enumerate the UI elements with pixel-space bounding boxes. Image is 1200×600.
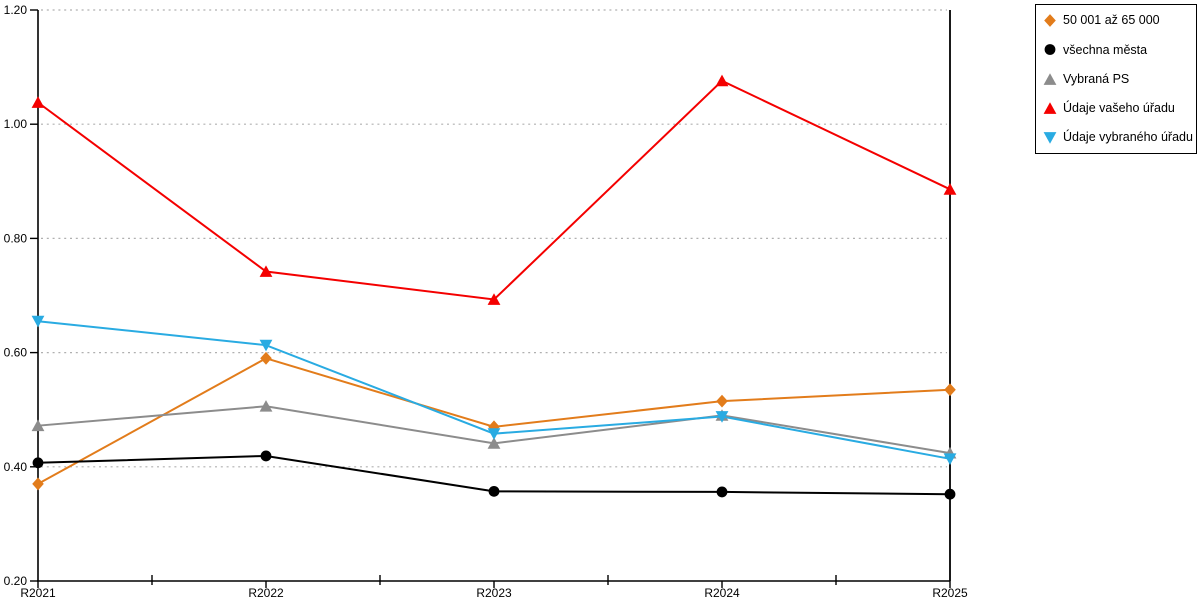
legend-marker-icon [1043,102,1057,114]
x-tick-label: R2024 [704,586,740,600]
legend-item-label: Vybraná PS [1063,71,1130,86]
data-point [260,450,272,462]
data-point [944,488,956,500]
legend-item: Vybraná PS [1042,72,1192,87]
data-point [487,428,501,440]
legend-item-label: Údaje vašeho úřadu [1063,101,1175,115]
y-tick-label: 0.60 [4,346,28,360]
y-tick-label: 0.20 [4,574,28,588]
legend-marker-icon [1043,132,1057,144]
legend-item: Údaje vybraného úřadu [1042,130,1193,145]
data-point [32,477,44,491]
data-point [31,315,45,328]
data-point [259,265,273,277]
series-line-3 [37,79,951,301]
data-point [32,457,44,469]
legend-item: 50 001 až 65 000 [1042,13,1192,28]
data-point [943,453,957,466]
triangle-up-icon [1043,102,1057,114]
circle-icon [1044,44,1056,56]
triangle-down-icon [1043,132,1057,144]
legend-marker-icon [1043,72,1057,85]
x-tick-label: R2025 [932,586,968,600]
diamond-icon [1044,14,1056,27]
x-tick-label: R2021 [20,586,56,600]
data-point [488,485,500,497]
data-point [715,74,729,87]
data-point [715,411,729,423]
triangle-up-icon [1043,72,1057,85]
data-point [716,394,728,408]
data-point [944,383,956,397]
data-point [487,293,501,305]
data-point [259,339,273,352]
legend-marker-icon [1044,44,1056,56]
y-tick-label: 1.20 [4,3,28,17]
data-point [259,400,273,412]
y-tick-label: 0.80 [4,231,28,245]
legend-item-label: všechna města [1063,42,1148,57]
data-point [487,437,501,449]
data-point [943,183,957,195]
x-tick-label: R2022 [248,586,284,600]
data-point [260,351,272,365]
y-tick-label: 1.00 [4,117,28,131]
data-point [31,96,45,108]
legend-item: všechna města [1042,42,1192,57]
legend-item-label: 50 001 až 65 000 [1063,13,1160,28]
legend-item: Údaje vašeho úřadu [1042,101,1192,116]
data-point [31,419,45,432]
legend: 50 001 až 65 000 všechna města Vybraná PS Ú… [1035,4,1197,154]
data-point [716,486,728,498]
y-tick-label: 0.40 [4,460,28,474]
legend-item-label: Údaje vybraného úřadu [1063,130,1193,145]
legend-marker-icon [1044,14,1056,27]
x-tick-label: R2023 [476,586,512,600]
